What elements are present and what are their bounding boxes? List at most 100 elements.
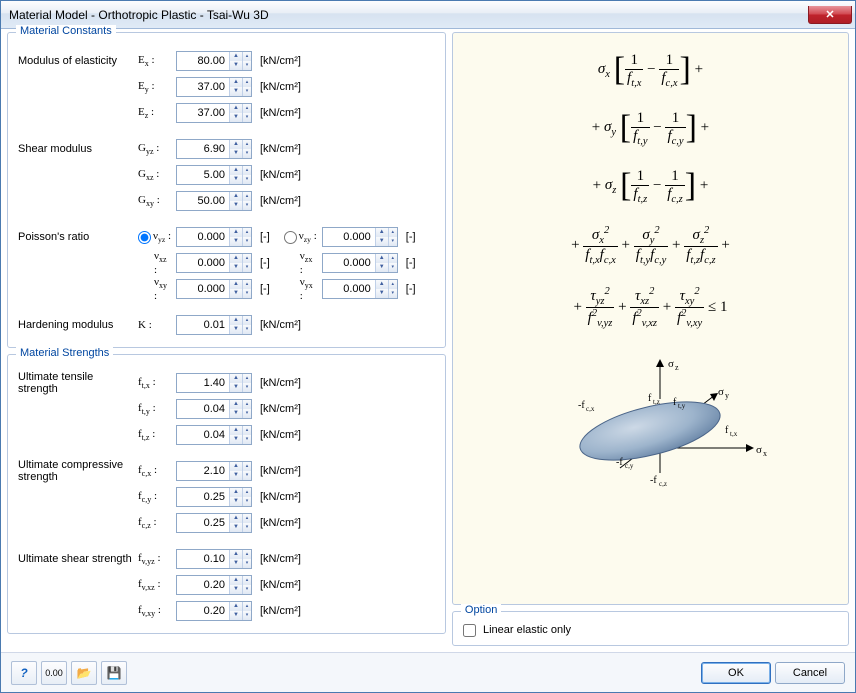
footer-bar: ? 0.00 📂 💾 OK Cancel [1,652,855,692]
input-ez[interactable]: ▲▼▴▾ [176,103,252,123]
input-vyx[interactable]: ▲▼▴▾ [322,279,398,299]
symbol-vxz: νxz : [138,250,172,276]
spin-up-icon[interactable]: ▲ [230,52,242,61]
symbol-fvxy: fv,xy : [138,604,172,618]
svg-text:σ: σ [756,444,762,456]
symbol-fty: ft,y : [138,402,172,416]
input-fcz[interactable]: ▲▼▴▾ [176,513,252,533]
units-button[interactable]: 0.00 [41,661,67,685]
svg-text:-f: -f [650,475,657,486]
svg-text:σ: σ [718,386,724,398]
input-fvxy[interactable]: ▲▼▴▾ [176,601,252,621]
input-fvxz[interactable]: ▲▼▴▾ [176,575,252,595]
cancel-button[interactable]: Cancel [775,662,845,684]
svg-text:σ: σ [668,358,674,370]
symbol-fvyz: fv,yz : [138,552,172,566]
field-ey[interactable] [177,78,229,96]
symbol-fcy: fc,y : [138,490,172,504]
help-icon: ? [20,666,27,680]
svg-text:z: z [675,363,679,372]
svg-text:f: f [725,425,729,436]
field-ex[interactable] [177,52,229,70]
close-button[interactable]: ✕ [808,6,852,24]
label-ult-compressive: Ultimate compressive strength [18,459,134,483]
ok-button[interactable]: OK [701,662,771,684]
label-ult-shear: Ultimate shear strength [18,553,134,565]
group-title-option: Option [461,604,501,616]
field-ez[interactable] [177,104,229,122]
formula-line-1: σx [1ft,x − 1fc,x] + [598,51,703,89]
input-vxz[interactable]: ▲▼▴▾ [176,253,252,273]
symbol-vyx: νyx : [284,276,318,302]
formula-line-2: + σy [1ft,y − 1fc,y] + [592,109,709,147]
radio-vzy[interactable] [284,231,297,244]
input-ftx[interactable]: ▲▼▴▾ [176,373,252,393]
input-fvyz[interactable]: ▲▼▴▾ [176,549,252,569]
input-gxz[interactable]: ▲▼▴▾ [176,165,252,185]
symbol-gyz: Gyz : [138,142,172,156]
svg-text:f: f [648,393,652,404]
formula-line-4: + σx2ft,xfc,x + σy2ft,yfc,y + σz2ft,zfc,… [571,225,730,266]
titlebar: Material Model - Orthotropic Plastic - T… [1,1,855,29]
label-shear-modulus: Shear modulus [18,143,134,155]
formula-line-3: + σz [1ft,z − 1fc,z] + [593,167,709,205]
symbol-ftz: ft,z : [138,428,172,442]
svg-text:t,x: t,x [730,430,738,438]
step-up-icon[interactable]: ▴ [243,52,251,61]
svg-text:-f: -f [578,400,585,411]
group-title-strengths: Material Strengths [16,347,113,359]
save-button[interactable]: 💾 [101,661,127,685]
svg-text:y: y [725,391,729,400]
input-vyz[interactable]: ▲▼▴▾ [176,227,252,247]
input-ey[interactable]: ▲▼▴▾ [176,77,252,97]
symbol-vyz: νyz : [153,230,171,244]
symbol-vzx: νzx : [284,250,318,276]
input-vzy[interactable]: ▲▼▴▾ [322,227,398,247]
svg-text:c,y: c,y [625,462,634,470]
unit-ex: [kN/cm²] [260,55,301,67]
svg-text:t,z: t,z [653,398,660,406]
linear-elastic-checkbox[interactable] [463,624,476,637]
input-vzx[interactable]: ▲▼▴▾ [322,253,398,273]
symbol-k: K : [138,319,172,331]
symbol-vzy: νzy : [299,230,317,244]
input-fcx[interactable]: ▲▼▴▾ [176,461,252,481]
linear-elastic-checkbox-label[interactable]: Linear elastic only [463,624,571,636]
input-fcy[interactable]: ▲▼▴▾ [176,487,252,507]
symbol-ez: Ez : [138,106,172,120]
symbol-fcz: fc,z : [138,516,172,530]
input-fty[interactable]: ▲▼▴▾ [176,399,252,419]
svg-text:c,x: c,x [586,405,595,413]
symbol-fcx: fc,x : [138,464,172,478]
symbol-gxy: Gxy : [138,194,172,208]
group-title-constants: Material Constants [16,25,116,37]
material-constants-group: Material Constants Modulus of elasticity… [7,32,446,348]
svg-text:t,y: t,y [678,402,686,410]
input-ftz[interactable]: ▲▼▴▾ [176,425,252,445]
input-gxy[interactable]: ▲▼▴▾ [176,191,252,211]
input-gyz[interactable]: ▲▼▴▾ [176,139,252,159]
symbol-fvxz: fv,xz : [138,578,172,592]
spin-down-icon[interactable]: ▼ [230,61,242,70]
label-hardening-modulus: Hardening modulus [18,319,134,331]
svg-text:x: x [763,449,767,458]
open-button[interactable]: 📂 [71,661,97,685]
step-down-icon[interactable]: ▾ [243,61,251,70]
input-k[interactable]: ▲▼▴▾ [176,315,252,335]
symbol-vxy: νxy : [138,276,172,302]
help-button[interactable]: ? [11,661,37,685]
input-vxy[interactable]: ▲▼▴▾ [176,279,252,299]
symbol-gxz: Gxz : [138,168,172,182]
units-icon: 0.00 [45,668,63,678]
svg-text:-f: -f [616,457,623,468]
save-icon: 💾 [107,666,122,680]
option-group: Option Linear elastic only [452,611,849,646]
radio-vyz[interactable] [138,231,151,244]
input-ex[interactable]: ▲▼▴▾ [176,51,252,71]
label-ult-tensile: Ultimate tensile strength [18,371,134,395]
symbol-ey: Ey : [138,80,172,94]
material-strengths-group: Material Strengths Ultimate tensile stre… [7,354,446,634]
dialog-window: Material Model - Orthotropic Plastic - T… [0,0,856,693]
folder-open-icon: 📂 [77,666,92,680]
label-modulus-elasticity: Modulus of elasticity [18,55,134,67]
